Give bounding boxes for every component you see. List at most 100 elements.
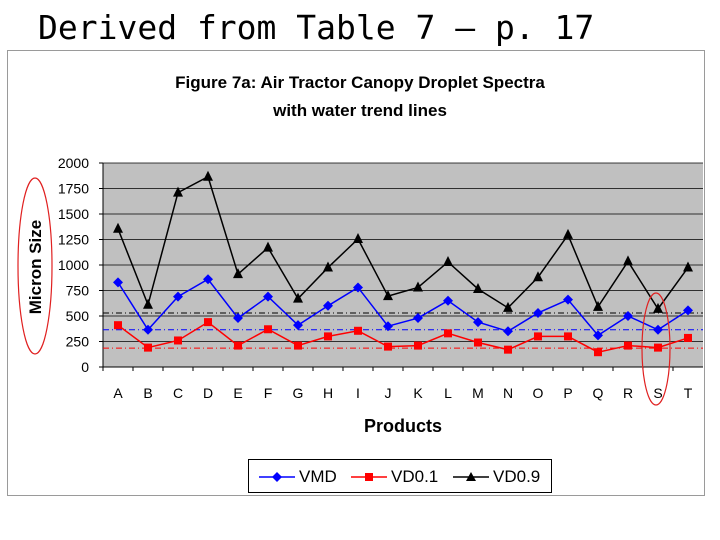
data-point <box>443 255 453 266</box>
data-point <box>354 326 362 335</box>
data-point <box>233 313 243 324</box>
data-point <box>593 330 603 341</box>
data-point <box>113 222 123 233</box>
y-tick-label: 500 <box>66 308 90 324</box>
legend-label: VD0.9 <box>493 467 541 486</box>
data-point <box>683 261 693 272</box>
x-axis-label: Products <box>364 416 442 436</box>
y-axis-label: Micron Size <box>26 220 45 314</box>
data-point <box>143 324 153 335</box>
y-tick-label: 2000 <box>58 155 89 171</box>
data-point <box>353 282 363 293</box>
x-tick-label: F <box>264 385 273 401</box>
data-point <box>263 241 273 252</box>
x-tick-label: E <box>233 385 242 401</box>
data-point <box>533 271 543 282</box>
data-point <box>563 228 573 239</box>
data-point <box>653 324 663 335</box>
data-point <box>143 298 153 309</box>
data-point <box>384 342 392 351</box>
legend-vmd-marker <box>259 472 295 482</box>
legend-label: VD0.1 <box>391 467 439 486</box>
x-tick-label: K <box>413 385 423 401</box>
x-tick-label: A <box>113 385 123 401</box>
y-tick-label: 750 <box>66 283 90 299</box>
y-tick-label: 1250 <box>58 232 89 248</box>
data-point <box>653 302 663 313</box>
y-tick-label: 1750 <box>58 181 89 197</box>
data-point <box>413 313 423 324</box>
category-s-annotation-circle <box>641 292 671 406</box>
data-point <box>564 332 572 341</box>
series-line <box>117 278 689 337</box>
y-tick-label: 1500 <box>58 206 89 222</box>
x-tick-label: S <box>653 385 662 401</box>
x-tick-label: L <box>444 385 452 401</box>
legend-vd01-marker <box>351 473 387 481</box>
x-tick-label: M <box>472 385 484 401</box>
legend-item-vd09: VD0.9 <box>453 466 540 488</box>
data-point <box>203 170 213 181</box>
data-point <box>683 305 693 316</box>
data-point <box>623 311 633 321</box>
x-tick-label: H <box>323 385 333 401</box>
data-point <box>594 348 602 357</box>
slide-heading: Derived from Table 7 – p. 17 <box>38 8 595 47</box>
data-point <box>383 321 393 332</box>
data-point <box>353 232 363 243</box>
data-point <box>444 329 452 338</box>
data-point <box>293 320 303 331</box>
data-point <box>473 317 483 328</box>
data-point <box>654 343 662 352</box>
data-point <box>563 294 573 305</box>
x-tick-label: P <box>563 385 572 401</box>
x-tick-label: R <box>623 385 633 401</box>
data-point <box>503 326 513 337</box>
data-point <box>323 300 333 311</box>
legend: VMD VD0.1 VD0.9 <box>248 459 552 493</box>
chart-subtitle: with water trend lines <box>272 101 447 120</box>
data-point <box>383 290 393 301</box>
data-point <box>413 281 423 292</box>
data-point <box>623 255 633 266</box>
data-point <box>503 301 513 312</box>
data-point <box>234 341 242 350</box>
legend-vd09-marker <box>453 472 489 481</box>
data-point <box>204 318 212 327</box>
data-point <box>173 291 183 302</box>
data-point <box>323 261 333 272</box>
data-point <box>324 332 332 341</box>
y-tick-label: 250 <box>66 334 90 350</box>
data-point <box>504 345 512 354</box>
data-point <box>114 321 122 330</box>
data-point <box>414 341 422 350</box>
data-point <box>534 332 542 341</box>
data-point <box>593 300 603 311</box>
data-point <box>474 338 482 347</box>
data-point <box>264 325 272 334</box>
x-tick-label: I <box>356 385 360 401</box>
x-tick-label: B <box>143 385 152 401</box>
y-label-annotation-circle <box>17 177 53 355</box>
y-tick-label: 0 <box>81 359 89 375</box>
data-point <box>293 292 303 303</box>
data-point <box>113 277 123 288</box>
data-point <box>443 295 453 306</box>
data-point <box>203 274 213 285</box>
legend-item-vd01: VD0.1 <box>351 466 438 488</box>
y-tick-label: 1000 <box>58 257 89 273</box>
data-point <box>294 341 302 350</box>
legend-label: VMD <box>299 467 337 486</box>
x-tick-label: O <box>533 385 544 401</box>
x-tick-label: G <box>293 385 304 401</box>
x-tick-label: D <box>203 385 213 401</box>
data-point <box>624 341 632 350</box>
data-point <box>533 307 543 318</box>
data-point <box>684 333 692 342</box>
data-point <box>473 282 483 293</box>
data-point <box>263 291 273 302</box>
x-tick-label: J <box>385 385 392 401</box>
series-line <box>117 321 689 354</box>
chart-title: Figure 7a: Air Tractor Canopy Droplet Sp… <box>175 73 545 92</box>
